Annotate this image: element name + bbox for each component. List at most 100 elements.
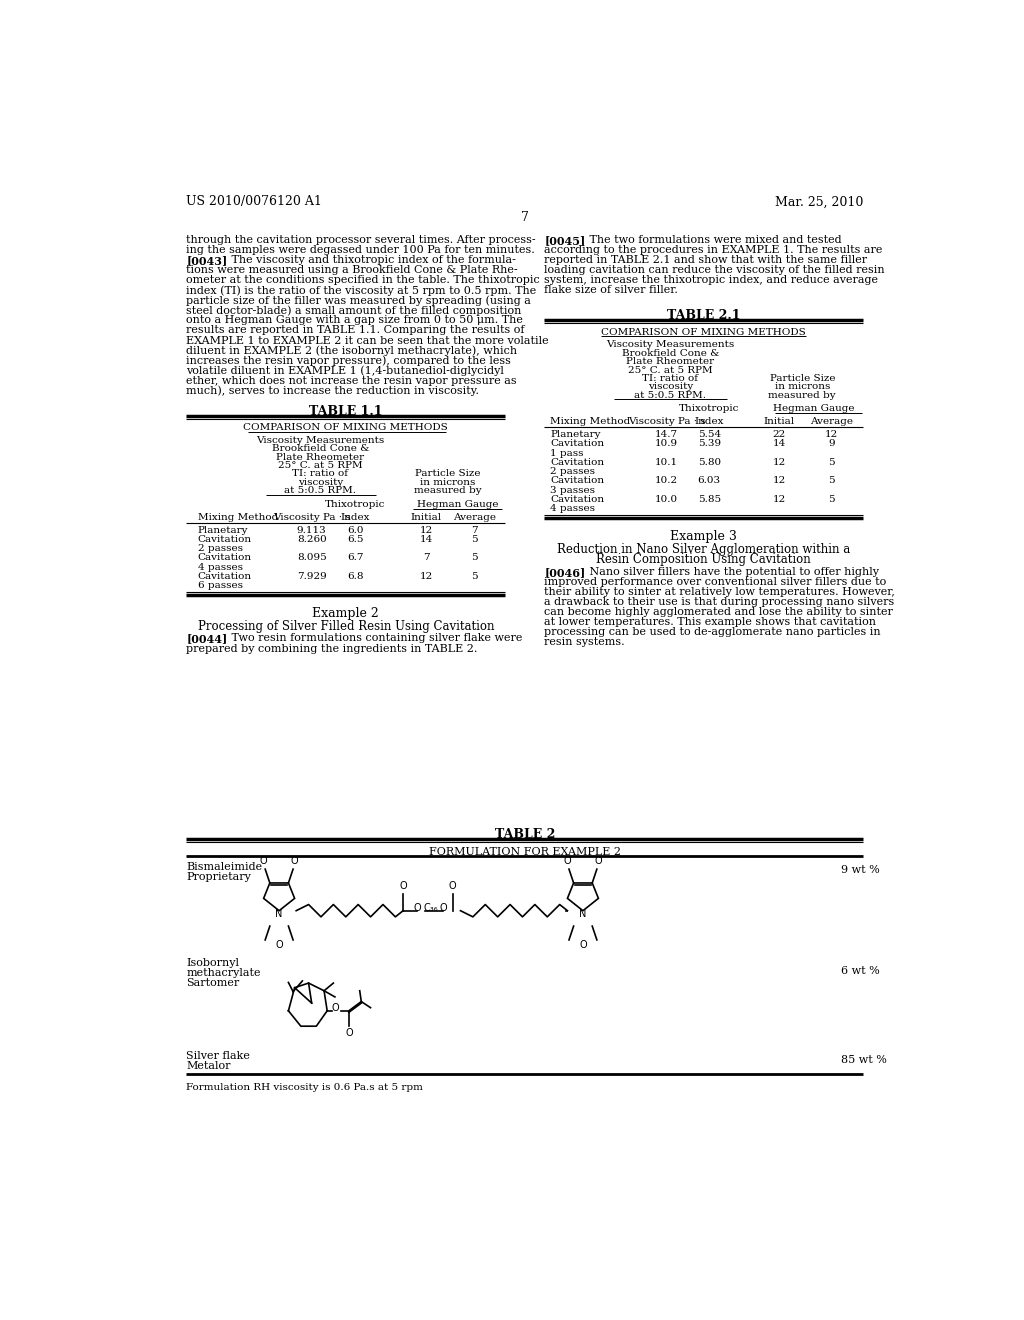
Text: viscosity: viscosity: [648, 383, 693, 392]
Text: 12: 12: [420, 572, 433, 581]
Text: results are reported in TABLE 1.1. Comparing the results of: results are reported in TABLE 1.1. Compa…: [186, 326, 524, 335]
Text: FORMULATION FOR EXAMPLE 2: FORMULATION FOR EXAMPLE 2: [429, 847, 621, 857]
Text: Viscosity Measurements: Viscosity Measurements: [606, 341, 734, 348]
Text: 6.0: 6.0: [347, 525, 364, 535]
Text: 12: 12: [420, 525, 433, 535]
Text: at lower temperatures. This example shows that cavitation: at lower temperatures. This example show…: [544, 618, 877, 627]
Text: Initial: Initial: [764, 417, 795, 426]
Text: 5: 5: [471, 572, 478, 581]
Text: Particle Size: Particle Size: [416, 470, 481, 478]
Text: N: N: [275, 908, 283, 919]
Text: particle size of the filler was measured by spreading (using a: particle size of the filler was measured…: [186, 296, 531, 306]
Text: [0044]: [0044]: [186, 634, 227, 644]
Text: 6.7: 6.7: [347, 553, 364, 562]
Text: Cavitation: Cavitation: [550, 458, 604, 467]
Text: Cavitation: Cavitation: [550, 495, 604, 504]
Text: 4 passes: 4 passes: [550, 504, 595, 513]
Text: 9 wt %: 9 wt %: [841, 866, 880, 875]
Text: in microns: in microns: [421, 478, 476, 487]
Text: Viscosity Pa · s: Viscosity Pa · s: [628, 417, 706, 426]
Text: Planetary: Planetary: [550, 430, 601, 440]
Text: 4 passes: 4 passes: [198, 562, 243, 572]
Text: O: O: [291, 857, 298, 866]
Text: The two formulations were mixed and tested: The two formulations were mixed and test…: [579, 235, 842, 246]
Text: can become highly agglomerated and lose the ability to sinter: can become highly agglomerated and lose …: [544, 607, 893, 618]
Text: 5: 5: [828, 495, 835, 504]
Text: EXAMPLE 1 to EXAMPLE 2 it can be seen that the more volatile: EXAMPLE 1 to EXAMPLE 2 it can be seen th…: [186, 335, 549, 346]
Text: tions were measured using a Brookfield Cone & Plate Rhe-: tions were measured using a Brookfield C…: [186, 265, 518, 276]
Text: Cavitation: Cavitation: [198, 553, 252, 562]
Text: 5.80: 5.80: [697, 458, 721, 467]
Text: 5.85: 5.85: [697, 495, 721, 504]
Text: 3 passes: 3 passes: [550, 486, 595, 495]
Text: Resin Composition Using Cavitation: Resin Composition Using Cavitation: [596, 553, 811, 566]
Text: loading cavitation can reduce the viscosity of the filled resin: loading cavitation can reduce the viscos…: [544, 265, 885, 276]
Text: Index: Index: [694, 417, 724, 426]
Text: 7: 7: [521, 211, 528, 224]
Text: Thixotropic: Thixotropic: [325, 499, 385, 508]
Text: 5: 5: [471, 553, 478, 562]
Text: ing the samples were degassed under 100 Pa for ten minutes.: ing the samples were degassed under 100 …: [186, 246, 535, 255]
Text: ometer at the conditions specified in the table. The thixotropic: ometer at the conditions specified in th…: [186, 276, 540, 285]
Text: Cavitation: Cavitation: [198, 572, 252, 581]
Text: onto a Hegman Gauge with a gap size from 0 to 50 μm. The: onto a Hegman Gauge with a gap size from…: [186, 315, 523, 326]
Text: Reduction in Nano Silver Agglomeration within a: Reduction in Nano Silver Agglomeration w…: [557, 543, 851, 556]
Text: O: O: [595, 857, 602, 866]
Text: Two resin formulations containing silver flake were: Two resin formulations containing silver…: [221, 634, 522, 643]
Text: 6.8: 6.8: [347, 572, 364, 581]
Text: 14: 14: [420, 535, 433, 544]
Text: O: O: [345, 1028, 352, 1039]
Text: 9.113: 9.113: [297, 525, 327, 535]
Text: Plate Rheometer: Plate Rheometer: [276, 453, 365, 462]
Text: [0045]: [0045]: [544, 235, 586, 247]
Text: Example 3: Example 3: [671, 531, 737, 544]
Text: through the cavitation processor several times. After process-: through the cavitation processor several…: [186, 235, 536, 246]
Text: O: O: [414, 903, 421, 913]
Text: [0046]: [0046]: [544, 568, 586, 578]
Text: Sartomer: Sartomer: [186, 978, 240, 989]
Text: O: O: [563, 857, 571, 866]
Text: Processing of Silver Filled Resin Using Cavitation: Processing of Silver Filled Resin Using …: [198, 619, 494, 632]
Text: TABLE 1.1: TABLE 1.1: [309, 405, 383, 418]
Text: 8.260: 8.260: [297, 535, 327, 544]
Text: Metalor: Metalor: [186, 1061, 230, 1071]
Text: 12: 12: [772, 477, 785, 486]
Text: Formulation RH viscosity is 0.6 Pa.s at 5 rpm: Formulation RH viscosity is 0.6 Pa.s at …: [186, 1084, 423, 1092]
Text: Viscosity Pa · s: Viscosity Pa · s: [272, 512, 350, 521]
Text: 12: 12: [772, 458, 785, 467]
Text: O: O: [449, 880, 457, 891]
Text: Index: Index: [340, 512, 370, 521]
Text: 14: 14: [772, 440, 785, 449]
Text: flake size of silver filler.: flake size of silver filler.: [544, 285, 678, 296]
Text: Cavitation: Cavitation: [198, 535, 252, 544]
Text: 7.929: 7.929: [297, 572, 327, 581]
Text: Example 2: Example 2: [312, 607, 379, 620]
Text: Average: Average: [453, 512, 496, 521]
Text: Isobornyl: Isobornyl: [186, 958, 240, 969]
Text: N: N: [580, 908, 587, 919]
Text: Plate Rheometer: Plate Rheometer: [627, 358, 715, 366]
Text: Bismaleimide: Bismaleimide: [186, 862, 262, 873]
Text: measured by: measured by: [415, 487, 482, 495]
Text: O: O: [275, 940, 283, 950]
Text: 10.1: 10.1: [655, 458, 678, 467]
Text: 1 pass: 1 pass: [550, 449, 584, 458]
Text: Silver flake: Silver flake: [186, 1051, 250, 1061]
Text: COMPARISON OF MIXING METHODS: COMPARISON OF MIXING METHODS: [601, 327, 806, 337]
Text: steel doctor-blade) a small amount of the filled composition: steel doctor-blade) a small amount of th…: [186, 305, 521, 315]
Text: index (TI) is the ratio of the viscosity at 5 rpm to 0.5 rpm. The: index (TI) is the ratio of the viscosity…: [186, 285, 537, 296]
Text: 25° C. at 5 RPM: 25° C. at 5 RPM: [278, 461, 362, 470]
Text: methacrylate: methacrylate: [186, 969, 261, 978]
Text: 5: 5: [828, 458, 835, 467]
Text: 2 passes: 2 passes: [550, 467, 595, 477]
Text: Mar. 25, 2010: Mar. 25, 2010: [775, 195, 863, 209]
Text: 8.095: 8.095: [297, 553, 327, 562]
Text: Brookfield Cone &: Brookfield Cone &: [271, 444, 369, 453]
Text: ether, which does not increase the resin vapor pressure as: ether, which does not increase the resin…: [186, 376, 517, 385]
Text: 5: 5: [471, 535, 478, 544]
Text: O: O: [399, 880, 407, 891]
Text: processing can be used to de-agglomerate nano particles in: processing can be used to de-agglomerate…: [544, 627, 881, 638]
Text: The viscosity and thixotropic index of the formula-: The viscosity and thixotropic index of t…: [221, 256, 516, 265]
Text: US 2010/0076120 A1: US 2010/0076120 A1: [186, 195, 322, 209]
Text: 5.54: 5.54: [697, 430, 721, 440]
